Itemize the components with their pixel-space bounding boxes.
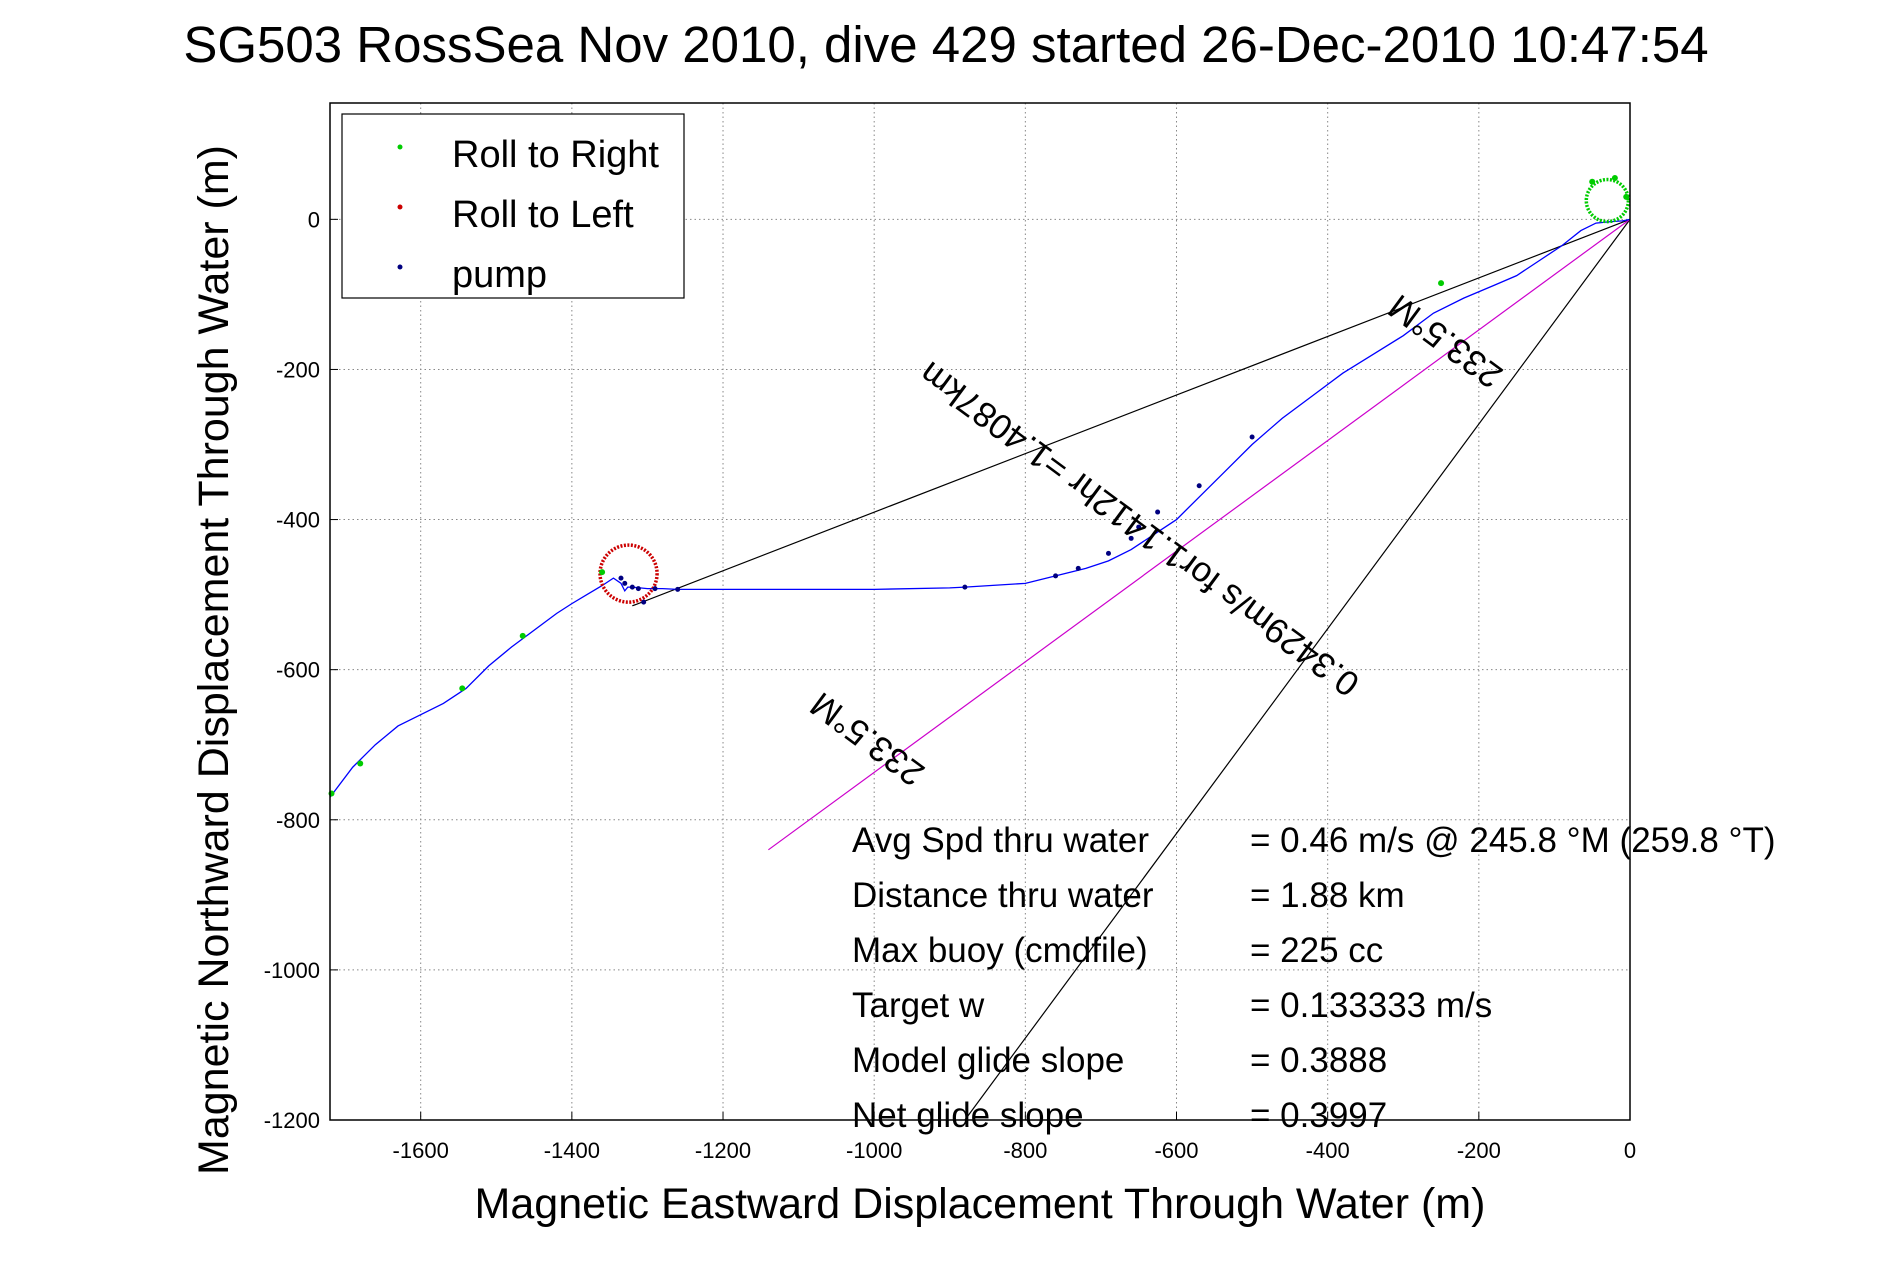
x-tick-label: -1400 (544, 1138, 600, 1163)
stat-label: Model glide slope (852, 1041, 1124, 1080)
stat-value: = 0.46 m/s @ 245.8 °M (259.8 °T) (1250, 821, 1776, 860)
plot-frame (329, 102, 1631, 1121)
stat-value: = 225 cc (1250, 931, 1383, 970)
y-tick-label: -1200 (264, 1108, 320, 1133)
annotations: 233.5°M0.3429m/s for1.1412hr =1.4087km23… (803, 287, 1509, 794)
legend-swatch (397, 144, 403, 150)
pump-point (1075, 565, 1081, 571)
pump-point (1128, 535, 1134, 541)
pump-point (1249, 434, 1255, 440)
y-tick-label: -800 (276, 808, 320, 833)
stat-label: Avg Spd thru water (852, 821, 1149, 860)
x-tick-label: -600 (1154, 1138, 1198, 1163)
stat-label: Target w (852, 986, 985, 1025)
roll-right-point (357, 760, 364, 767)
y-tick-label: 0 (308, 207, 320, 232)
roll-right-point (1611, 175, 1618, 182)
pump-point (629, 584, 635, 590)
pump-point (622, 580, 628, 586)
roll-right-point (1623, 193, 1630, 200)
roll-left-loop (598, 543, 659, 604)
pump-point (1196, 483, 1202, 489)
y-tick-label: -600 (276, 658, 320, 683)
x-tick-label: -800 (1003, 1138, 1047, 1163)
pump-point (1155, 509, 1161, 515)
triangle-line (632, 218, 1631, 607)
stat-value: = 0.133333 m/s (1250, 986, 1492, 1025)
legend-label: Roll to Right (452, 134, 659, 176)
roll-right-point (1589, 178, 1596, 185)
annotation-text: 233.5°M (1381, 287, 1509, 396)
y-tick-label: -1000 (264, 958, 320, 983)
pump-point (962, 584, 968, 590)
pump-point (635, 586, 641, 592)
stat-label: Max buoy (cmdfile) (852, 931, 1148, 970)
stat-value: = 1.88 km (1250, 876, 1405, 915)
triangle-line (964, 218, 1631, 1121)
y-tick-label: -400 (276, 508, 320, 533)
legend-swatch (397, 264, 403, 270)
x-tick-label: -200 (1457, 1138, 1501, 1163)
roll-right-point (599, 569, 606, 576)
x-tick-label: -1600 (393, 1138, 449, 1163)
stat-value: = 0.3997 (1250, 1096, 1387, 1135)
stats-table: Avg Spd thru water = 0.46 m/s @ 245.8 °M … (852, 821, 1776, 1135)
roll-right-point (1438, 280, 1445, 287)
y-tick-label: -200 (276, 357, 320, 382)
stat-label: Net glide slope (852, 1096, 1084, 1135)
legend-label: Roll to Left (452, 194, 634, 236)
track-series (329, 218, 1631, 798)
stat-label: Distance thru water (852, 876, 1154, 915)
chart-title: SG503 RossSea Nov 2010, dive 429 started… (183, 16, 1708, 73)
legend: Roll to Right Roll to Left pump (341, 113, 685, 299)
legend-swatch (397, 204, 403, 210)
x-axis-label: Magnetic Eastward Displacement Through W… (475, 1180, 1486, 1228)
axis-ticks: -1600 -1400 -1200 -1000 -800 -600 -400 -200 0 0 -2… (264, 207, 1636, 1163)
roll-right-point (519, 632, 526, 639)
y-axis-label: Magnetic Northward Displacement Through … (190, 145, 238, 1175)
plot-marks (328, 175, 1631, 797)
roll-right-point (459, 685, 466, 692)
pump-point (1053, 573, 1059, 579)
roll-right-loop (1584, 177, 1631, 224)
heading-line (768, 218, 1631, 851)
pump-point (1105, 550, 1111, 556)
x-tick-label: 0 (1624, 1138, 1636, 1163)
pump-point (652, 586, 658, 592)
x-tick-label: -1000 (846, 1138, 902, 1163)
x-tick-label: -1200 (695, 1138, 751, 1163)
pump-point (641, 599, 647, 605)
stat-value: = 0.3888 (1250, 1041, 1387, 1080)
pump-point (675, 586, 681, 592)
legend-label: pump (452, 254, 547, 296)
pump-point (618, 575, 624, 581)
x-tick-label: -400 (1306, 1138, 1350, 1163)
pump-point (1136, 524, 1142, 530)
